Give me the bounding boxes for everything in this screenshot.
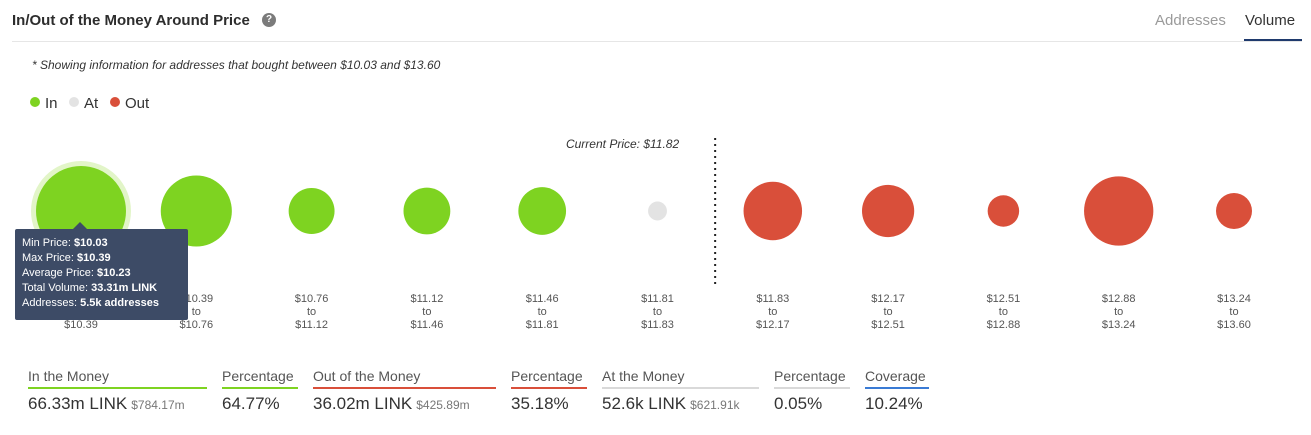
stat-value: 35.18% bbox=[511, 394, 569, 413]
bubbles bbox=[31, 161, 1252, 261]
tick-label: to bbox=[999, 306, 1008, 318]
tick-label: to bbox=[422, 306, 431, 318]
tick-label: $10.39 bbox=[64, 319, 98, 331]
tab-addresses[interactable]: Addresses bbox=[1155, 12, 1226, 29]
tooltip-max-price: Max Price: $10.39 bbox=[22, 252, 111, 264]
stat-out-percentage: Percentage 35.18% bbox=[511, 368, 587, 414]
bubble-out[interactable] bbox=[987, 195, 1020, 227]
legend-out-label: Out bbox=[125, 95, 150, 112]
stat-value: 66.33m LINK $784.17m bbox=[28, 394, 185, 413]
tooltip-min-price: Min Price: $10.03 bbox=[22, 237, 108, 249]
bubble-out[interactable] bbox=[1084, 176, 1154, 246]
stat-value: 36.02m LINK $425.89m bbox=[313, 394, 470, 413]
stat-value: 52.6k LINK $621.91k bbox=[602, 394, 740, 413]
stat-label: Percentage bbox=[222, 368, 298, 389]
bubble-out[interactable] bbox=[743, 181, 803, 241]
stat-in-percentage: Percentage 64.77% bbox=[222, 368, 298, 414]
tick-label: $12.17 bbox=[871, 293, 905, 305]
tick-label: $11.46 bbox=[410, 319, 443, 331]
tick-label: to bbox=[192, 306, 201, 318]
tick-label: $10.76 bbox=[179, 319, 213, 331]
tick-label: $11.83 bbox=[756, 293, 789, 305]
tooltip: Min Price: $10.03 Max Price: $10.39 Aver… bbox=[15, 229, 188, 320]
bubble-in[interactable] bbox=[403, 187, 451, 235]
tick-label: $12.17 bbox=[756, 319, 790, 331]
tick-label: to bbox=[1229, 306, 1238, 318]
tick-label: $12.51 bbox=[987, 293, 1021, 305]
tooltip-total-volume: Total Volume: 33.31m LINK bbox=[22, 282, 158, 294]
active-tab-indicator bbox=[1244, 39, 1302, 41]
stat-at-the-money: At the Money 52.6k LINK $621.91k bbox=[602, 368, 759, 414]
stat-label: Out of the Money bbox=[313, 368, 496, 389]
legend-at-label: At bbox=[84, 95, 99, 112]
tick-label: $11.83 bbox=[641, 319, 674, 331]
tick-label: $11.46 bbox=[526, 293, 559, 305]
tick-label: $13.60 bbox=[1217, 319, 1251, 331]
legend-item-in[interactable]: In bbox=[30, 95, 58, 112]
tick-label: $11.81 bbox=[526, 319, 559, 331]
stat-label: Percentage bbox=[511, 368, 587, 389]
stat-coverage: Coverage 10.24% bbox=[865, 368, 929, 414]
header-divider bbox=[12, 41, 1302, 42]
tick-label: $12.88 bbox=[987, 319, 1021, 331]
tick-label: $11.12 bbox=[410, 293, 443, 305]
legend-in-dot bbox=[30, 97, 40, 107]
tick-label: $11.81 bbox=[641, 293, 674, 305]
stat-label: Percentage bbox=[774, 368, 850, 389]
tick-label: $13.24 bbox=[1102, 319, 1136, 331]
legend-item-out[interactable]: Out bbox=[110, 95, 149, 112]
stat-label: Coverage bbox=[865, 368, 929, 389]
tooltip-arrow bbox=[73, 222, 87, 229]
stat-value: 10.24% bbox=[865, 394, 923, 413]
stat-value: 0.05% bbox=[774, 394, 823, 413]
stat-at-percentage: Percentage 0.05% bbox=[774, 368, 850, 414]
tick-labels: $10.03to$10.39$10.39to$10.76$10.76to$11.… bbox=[64, 293, 1251, 331]
tick-label: to bbox=[538, 306, 547, 318]
stat-out-of-the-money: Out of the Money 36.02m LINK $425.89m bbox=[313, 368, 496, 414]
bubble-in[interactable] bbox=[288, 188, 335, 234]
tick-label: to bbox=[884, 306, 893, 318]
tick-label: to bbox=[768, 306, 777, 318]
tooltip-average-price: Average Price: $10.23 bbox=[22, 267, 131, 279]
legend-item-at[interactable]: At bbox=[69, 95, 98, 112]
current-price-label: Current Price: $11.82 bbox=[566, 137, 679, 151]
stat-label: At the Money bbox=[602, 368, 759, 389]
tab-volume[interactable]: Volume bbox=[1245, 12, 1296, 29]
tick-label: to bbox=[653, 306, 662, 318]
tick-label: to bbox=[1114, 306, 1123, 318]
bubble-chart: Current Price: $11.82 $10.03to$10.39$10.… bbox=[31, 137, 1252, 331]
legend-in-label: In bbox=[45, 95, 58, 112]
legend-at-dot bbox=[69, 97, 79, 107]
tooltip-addresses: Addresses: 5.5k addresses bbox=[22, 297, 159, 309]
stat-value: 64.77% bbox=[222, 394, 280, 413]
bubble-out[interactable] bbox=[1216, 193, 1252, 229]
legend-out-dot bbox=[110, 97, 120, 107]
tick-label: $11.12 bbox=[295, 319, 328, 331]
tick-label: $12.51 bbox=[871, 319, 905, 331]
stat-label: In the Money bbox=[28, 368, 207, 389]
bubble-in[interactable] bbox=[160, 175, 232, 247]
stat-in-the-money: In the Money 66.33m LINK $784.17m bbox=[28, 368, 207, 414]
tick-label: to bbox=[307, 306, 316, 318]
chart-title: In/Out of the Money Around Price bbox=[12, 12, 250, 29]
bubble-out[interactable] bbox=[862, 184, 915, 238]
tick-label: $13.24 bbox=[1217, 293, 1251, 305]
bubble-at[interactable] bbox=[648, 201, 667, 221]
help-icon[interactable]: ? bbox=[262, 13, 276, 27]
tick-label: $10.76 bbox=[295, 293, 329, 305]
bubble-in[interactable] bbox=[518, 187, 567, 235]
header: In/Out of the Money Around Price ? Addre… bbox=[0, 0, 1311, 42]
tick-label: $12.88 bbox=[1102, 293, 1136, 305]
range-note: * Showing information for addresses that… bbox=[32, 58, 441, 72]
